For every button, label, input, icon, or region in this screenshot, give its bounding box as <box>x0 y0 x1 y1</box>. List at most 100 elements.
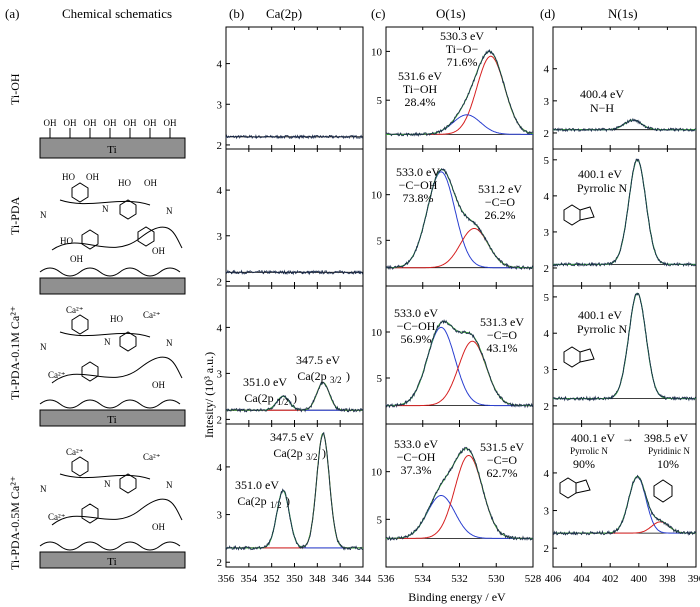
raw-spectrum <box>225 431 364 551</box>
y-tick-label: 2 <box>544 128 550 140</box>
x-tick-label: 398 <box>659 573 676 585</box>
oh-group-0: OH <box>44 118 57 128</box>
x-tick-label: 400 <box>631 573 648 585</box>
envelope-fit <box>553 159 696 265</box>
o-r3-e2: 531.3 eV <box>480 315 524 329</box>
o-r3-e1: 533.0 eV <box>394 306 438 320</box>
y-tick-label: 2 <box>544 401 550 413</box>
x-tick-label: 532 <box>451 573 468 585</box>
plot-frame <box>552 423 697 568</box>
benzene-ring-4c <box>81 503 99 524</box>
y-tick-label: 5 <box>544 292 550 304</box>
ho-label-2b: HO <box>118 178 131 188</box>
column-title-o1s: O(1s) <box>436 6 466 21</box>
o-r4-l1: −C−OH <box>397 450 436 464</box>
o-r4-p1: 37.3% <box>401 463 432 477</box>
raw-spectrum <box>226 381 364 413</box>
y-tick-label: 2 <box>544 543 550 555</box>
x-tick-label: 402 <box>602 573 619 585</box>
ca-r4-sub-2: 1/2 <box>270 500 282 510</box>
nh-label-4c: N <box>166 480 173 490</box>
y-tick-label: 3 <box>544 365 550 377</box>
ti-substrate-1 <box>39 137 186 159</box>
n-r4-arrow: → <box>622 431 634 445</box>
oh-label-2a: OH <box>86 172 99 182</box>
ca-r3-sub-1: 1/2 <box>277 397 289 407</box>
x-tick-label: 530 <box>488 573 505 585</box>
plot-n-row0: 2 3 4 <box>544 26 697 150</box>
nh-label-2b: N <box>102 204 109 214</box>
y-tick-label: 2 <box>217 276 223 288</box>
y-tick-label: 4 <box>544 191 550 203</box>
benzene-ring-3a <box>71 314 89 335</box>
schematic-ti-pda-01m: Ti Ca²⁺ Ca²⁺ Ca²⁺ HO N N N OH <box>39 305 186 427</box>
plot-frame <box>225 26 364 150</box>
x-axis-label: Binding energy / eV <box>408 590 506 604</box>
pda-chain-2a <box>51 226 183 251</box>
y-tick-label: 10 <box>371 327 383 339</box>
raw-spectrum <box>552 158 697 268</box>
ca-r3-paren-1: ) <box>293 391 297 405</box>
oh-group-5: OH <box>144 118 157 128</box>
o-r3-l1: −C−OH <box>397 319 436 333</box>
ca-label-4a: Ca²⁺ <box>66 447 84 457</box>
component-0 <box>386 495 533 539</box>
o-r1-p2: 28.4% <box>405 95 436 109</box>
pda-chain-3b <box>59 331 151 338</box>
y-tick-label: 4 <box>217 462 223 474</box>
y-tick-label: 5 <box>544 155 550 167</box>
y-tick-label: 4 <box>544 64 550 76</box>
n-r3-l1: Pyrrolic N <box>577 322 628 336</box>
plot-o-row3: 5 10 <box>371 423 534 568</box>
raw-spectrum <box>385 168 534 271</box>
ca-r3-energy-2: 347.5 eV <box>296 353 340 367</box>
y-tick-label: 3 <box>217 368 223 380</box>
y-tick-label: 3 <box>217 231 223 243</box>
panel-label-c: (c) <box>371 6 385 21</box>
ca-r4-label-2: Ca(2p <box>237 494 266 508</box>
plot-ca-row2: 2 3 4 <box>217 285 364 426</box>
n-r4-l1: Pyrrolic N <box>570 446 608 456</box>
x-tick-label: 344 <box>355 573 372 585</box>
o-r2-p2: 26.2% <box>485 208 516 222</box>
plot-ca-row1: 2 3 4 <box>217 148 364 288</box>
ca-r4-paren-2: ) <box>286 494 290 508</box>
benzene-ring-3b <box>119 331 137 352</box>
y-tick-label: 2 <box>544 263 550 275</box>
oh-label-2b: OH <box>144 178 157 188</box>
annotations: 351.0 eV Ca(2p 347.5 eV Ca(2p 1/2) 3/2) 347.5 … <box>235 29 690 510</box>
envelope-fit <box>553 475 696 534</box>
panel-label-d: (d) <box>540 6 555 21</box>
raw-spectrum <box>552 117 697 133</box>
row-label-ti-pda-05m: Ti-PDA-0.5M Ca²⁺ <box>8 476 22 570</box>
o-r2-l2: −C=O <box>485 195 516 209</box>
pyrrole-ring-0 <box>579 206 595 221</box>
benzene-ring-4b <box>119 473 137 494</box>
ti-substrate-3 <box>39 409 186 427</box>
o-r2-e1: 533.0 eV <box>396 165 440 179</box>
ca-r3-label-2: Ca(2p <box>297 369 326 383</box>
benzene-ring-2a <box>71 182 89 203</box>
oh-group-6: OH <box>164 118 177 128</box>
ca-label-3b: Ca²⁺ <box>143 310 161 320</box>
raw-spectrum <box>385 318 534 409</box>
envelope-fit <box>553 119 696 131</box>
panel-label-b: (b) <box>229 6 244 21</box>
x-tick-label: 536 <box>378 573 395 585</box>
ca-r4-label-1: Ca(2p <box>273 446 302 460</box>
pda-film-4 <box>39 541 181 551</box>
ca-r3-energy-1: 351.0 eV <box>243 375 287 389</box>
o-r1-p1: 71.6% <box>447 55 478 69</box>
ti-substrate-label-1: Ti <box>107 144 116 156</box>
plot-n-row3: 2 3 4 <box>544 423 697 568</box>
chemical-schematics: Ti OH OH OH OH OH OH OH HO OH HO OH N N N HO O… <box>39 118 186 569</box>
y-tick-label: 3 <box>544 506 550 518</box>
o-r4-p2: 62.7% <box>487 466 518 480</box>
y-tick-label: 2 <box>217 414 223 426</box>
pda-film-2 <box>39 267 181 277</box>
plot-frame <box>552 285 697 425</box>
oh-label-3a: OH <box>152 380 165 390</box>
y-tick-label: 3 <box>544 96 550 108</box>
component-0 <box>553 292 696 400</box>
